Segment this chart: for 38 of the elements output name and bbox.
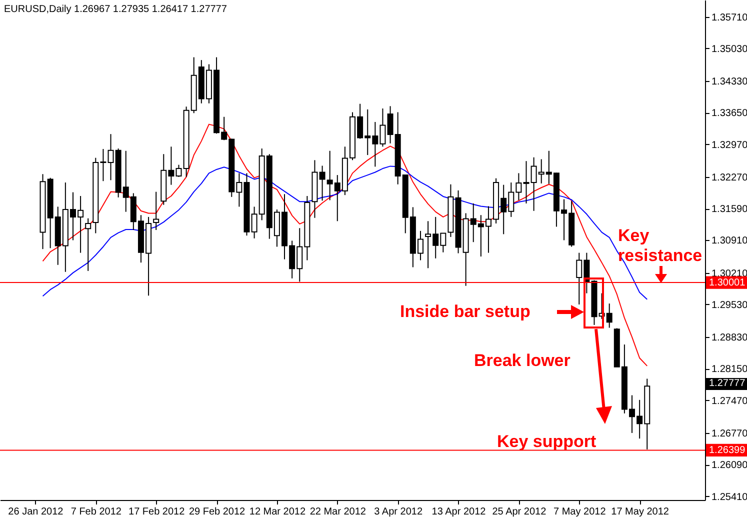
y-tick-label: 1.28150	[712, 364, 747, 376]
y-tick-label: 1.25410	[712, 492, 747, 503]
x-tick-label: 17 Feb 2012	[128, 506, 186, 518]
ref-line-label: 1.26399	[709, 445, 746, 456]
y-tick-label: 1.32270	[712, 172, 747, 184]
x-tick-label: 25 Apr 2012	[492, 506, 547, 518]
ref-line-label: 1.30001	[709, 278, 746, 289]
y-tick-label: 1.30910	[712, 236, 747, 247]
y-tick-label: 1.34330	[712, 76, 747, 88]
x-tick-label: 13 Apr 2012	[432, 506, 486, 518]
x-tick-label: 22 Mar 2012	[310, 506, 366, 518]
candlestick	[319, 165, 326, 202]
y-tick-label: 1.33650	[712, 108, 747, 120]
candlestick	[85, 218, 92, 272]
y-tick-label: 1.29530	[712, 300, 747, 311]
y-tick-label: 1.31590	[712, 204, 747, 216]
y-tick-label: 1.26090	[712, 460, 747, 472]
chart-title: EURUSD,Daily 1.26967 1.27935 1.26417 1.27777	[4, 4, 228, 15]
y-tick-label: 1.26770	[712, 428, 747, 440]
annotation: Key resistance	[618, 226, 702, 265]
candlestick	[153, 191, 160, 230]
y-tick-label: 1.28830	[712, 332, 747, 344]
x-tick-label: 7 May 2012	[554, 506, 606, 518]
x-tick-label: 3 Apr 2012	[374, 506, 423, 518]
y-tick-label: 1.27470	[712, 396, 747, 407]
y-tick-label: 1.35710	[712, 12, 747, 24]
x-tick-label: 12 Mar 2012	[249, 506, 306, 518]
y-tick-label: 1.35030	[712, 44, 747, 55]
y-tick-label: 1.32970	[712, 140, 747, 151]
annotation: Break lower	[474, 351, 570, 371]
annotation: Inside bar setup	[400, 302, 530, 322]
y-tick-label: 1.30210	[712, 268, 747, 280]
x-tick-label: 29 Feb 2012	[188, 506, 246, 518]
x-tick-label: 17 May 2012	[611, 506, 670, 518]
x-tick-label: 26 Jan 2012	[8, 506, 64, 518]
text: 1.27777	[706, 378, 747, 390]
annotation: Key support	[497, 432, 596, 452]
x-tick-label: 7 Feb 2012	[70, 506, 122, 518]
